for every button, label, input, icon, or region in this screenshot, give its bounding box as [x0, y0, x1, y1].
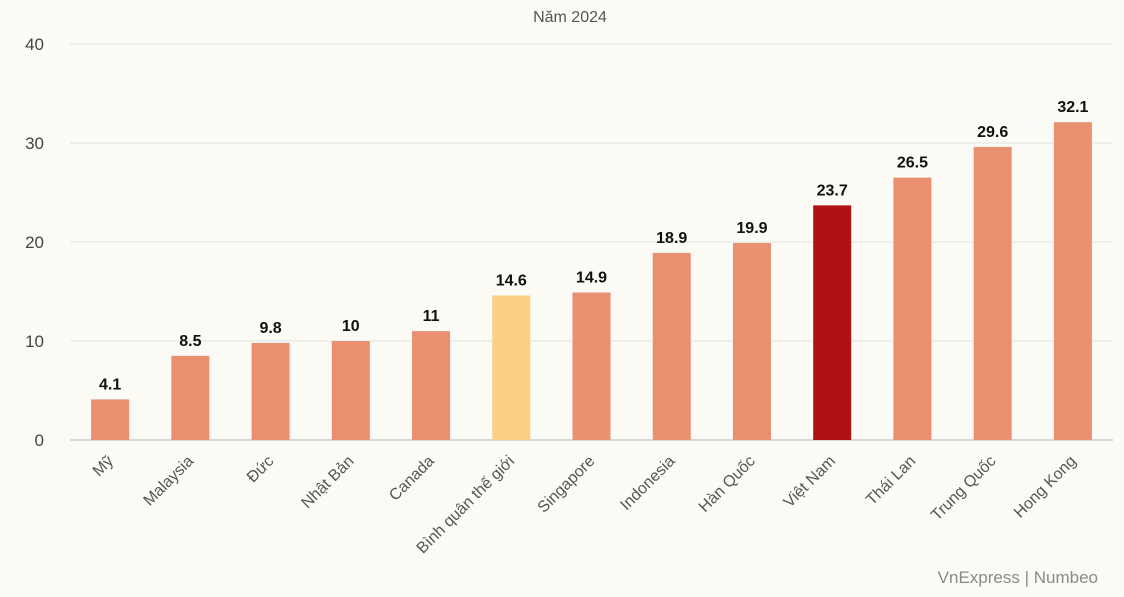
y-tick-label: 0 — [35, 431, 44, 450]
chart-title: Năm 2024 — [533, 9, 607, 26]
bar — [171, 355, 210, 440]
data-label: 29.6 — [977, 124, 1008, 141]
x-tick-label: Malaysia — [141, 453, 198, 510]
x-tick-label: Đức — [244, 453, 277, 486]
x-tick-label: Thái Lan — [863, 453, 919, 509]
y-tick-label: 20 — [25, 233, 44, 252]
x-tick-label: Mỹ — [90, 453, 117, 480]
x-tick-label: Singapore — [535, 453, 599, 517]
data-label: 23.7 — [817, 182, 848, 199]
bar — [893, 177, 932, 440]
bar — [973, 146, 1012, 440]
bar — [652, 252, 691, 440]
x-tick-label: Indonesia — [617, 453, 678, 514]
x-tick-label: Nhật Bản — [298, 453, 357, 512]
data-label: 14.6 — [496, 272, 527, 289]
bar — [331, 341, 370, 440]
y-tick-label: 30 — [25, 134, 44, 153]
bar — [813, 205, 852, 440]
x-tick-label: Canada — [386, 453, 438, 505]
y-tick-label: 40 — [25, 35, 44, 54]
bar — [492, 295, 531, 440]
data-label: 4.1 — [99, 376, 121, 393]
data-label: 32.1 — [1057, 99, 1088, 116]
bar — [572, 292, 611, 440]
bar — [732, 242, 771, 440]
y-tick-label: 10 — [25, 332, 44, 351]
data-label: 26.5 — [897, 155, 928, 172]
data-label: 18.9 — [656, 230, 687, 247]
data-label: 9.8 — [259, 320, 281, 337]
source-note: VnExpress | Numbeo — [938, 568, 1098, 587]
x-tick-label: Hong Kong — [1011, 453, 1080, 522]
bar — [1053, 122, 1092, 441]
bar — [251, 342, 290, 440]
data-label: 11 — [423, 308, 440, 325]
bar — [412, 331, 451, 440]
bar — [91, 399, 130, 440]
data-labels: 4.1 8.5 9.8 10 11 14.6 14.9 18.9 19.9 23.7 26.5 29.… — [99, 99, 1089, 393]
x-tick-label: Việt Nam — [781, 453, 839, 511]
data-label: 14.9 — [576, 269, 607, 286]
x-tick-label: Trung Quốc — [928, 453, 999, 524]
data-label: 8.5 — [179, 333, 201, 350]
y-axis-ticks: 0 10 20 30 40 — [25, 35, 44, 450]
bars — [91, 122, 1092, 441]
data-label: 19.9 — [736, 220, 767, 237]
data-label: 10 — [342, 318, 360, 335]
x-tick-label: Hàn Quốc — [696, 453, 759, 516]
